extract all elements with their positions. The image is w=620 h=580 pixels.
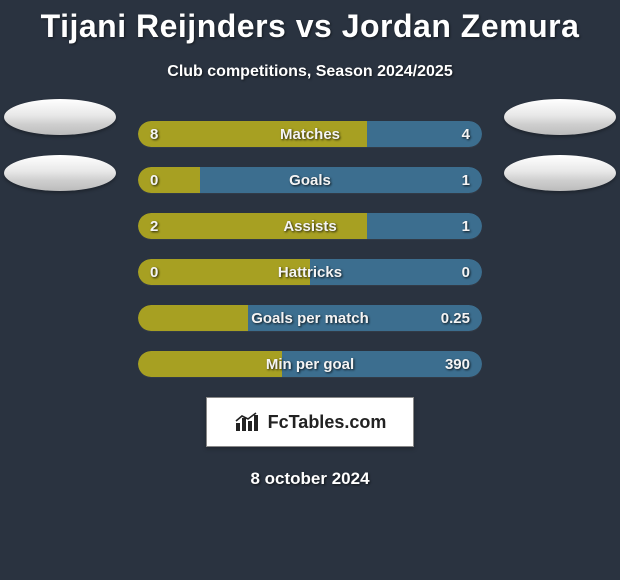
stat-value-right: 1 — [462, 213, 470, 239]
stat-value-right: 0 — [462, 259, 470, 285]
date-label: 8 october 2024 — [0, 469, 620, 489]
stat-value-right: 390 — [445, 351, 470, 377]
team-badge-left — [4, 155, 116, 191]
subtitle: Club competitions, Season 2024/2025 — [0, 63, 620, 81]
stat-row: Min per goal390 — [138, 351, 482, 377]
player2-name: Jordan Zemura — [342, 8, 580, 44]
stat-row: 8Matches4 — [138, 121, 482, 147]
stat-label: Assists — [138, 213, 482, 239]
player1-name: Tijani Reijnders — [41, 8, 287, 44]
stat-row: 0Goals1 — [138, 167, 482, 193]
stat-row: 2Assists1 — [138, 213, 482, 239]
vs-label: vs — [296, 8, 333, 44]
stat-label: Matches — [138, 121, 482, 147]
stat-value-right: 4 — [462, 121, 470, 147]
stats-area: 8Matches40Goals12Assists10Hattricks0Goal… — [0, 121, 620, 377]
bar-chart-icon — [234, 411, 262, 433]
attribution-logo: FcTables.com — [206, 397, 414, 447]
stat-label: Min per goal — [138, 351, 482, 377]
stat-value-right: 0.25 — [441, 305, 470, 331]
stat-label: Goals per match — [138, 305, 482, 331]
stat-value-right: 1 — [462, 167, 470, 193]
team-badge-left — [4, 99, 116, 135]
page-title: Tijani Reijnders vs Jordan Zemura — [0, 0, 620, 45]
stat-row: Goals per match0.25 — [138, 305, 482, 331]
team-badge-right — [504, 99, 616, 135]
attribution-text: FcTables.com — [268, 412, 387, 433]
team-badge-right — [504, 155, 616, 191]
stat-row: 0Hattricks0 — [138, 259, 482, 285]
stat-label: Goals — [138, 167, 482, 193]
stat-label: Hattricks — [138, 259, 482, 285]
